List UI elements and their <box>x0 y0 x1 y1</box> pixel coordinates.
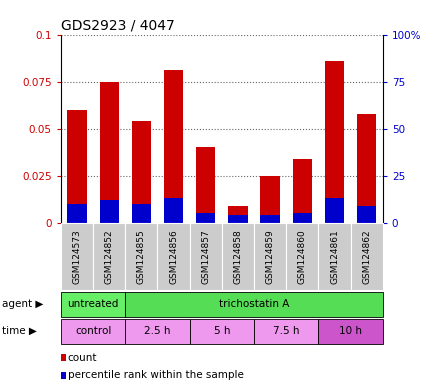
Bar <box>260 215 279 223</box>
Text: GSM124856: GSM124856 <box>169 229 178 284</box>
Bar <box>132 204 151 223</box>
Text: 2.5 h: 2.5 h <box>144 326 170 336</box>
Bar <box>356 114 375 223</box>
Text: GSM124862: GSM124862 <box>362 229 370 284</box>
Bar <box>292 214 311 223</box>
Bar <box>67 110 86 223</box>
Text: untreated: untreated <box>67 299 118 310</box>
Text: 7.5 h: 7.5 h <box>273 326 299 336</box>
Bar <box>164 70 183 223</box>
Text: percentile rank within the sample: percentile rank within the sample <box>67 370 243 380</box>
Bar <box>99 82 118 223</box>
Text: GSM124859: GSM124859 <box>265 229 274 284</box>
Text: GSM124860: GSM124860 <box>297 229 306 284</box>
Text: agent ▶: agent ▶ <box>2 299 43 310</box>
Bar <box>99 200 118 223</box>
Text: GSM124855: GSM124855 <box>137 229 145 284</box>
Text: GSM124858: GSM124858 <box>233 229 242 284</box>
Bar <box>164 198 183 223</box>
Bar <box>228 215 247 223</box>
Bar <box>260 176 279 223</box>
Text: trichostatin A: trichostatin A <box>218 299 289 310</box>
Bar <box>67 204 86 223</box>
Bar <box>324 198 343 223</box>
Text: count: count <box>67 353 97 363</box>
Bar <box>196 214 215 223</box>
Text: GSM124861: GSM124861 <box>329 229 338 284</box>
Bar <box>196 147 215 223</box>
Bar <box>356 206 375 223</box>
Bar <box>324 61 343 223</box>
Bar <box>292 159 311 223</box>
Text: time ▶: time ▶ <box>2 326 37 336</box>
Text: GSM124852: GSM124852 <box>105 229 113 284</box>
Text: 5 h: 5 h <box>213 326 230 336</box>
Bar <box>228 206 247 223</box>
Text: GDS2923 / 4047: GDS2923 / 4047 <box>61 18 174 32</box>
Text: GSM124857: GSM124857 <box>201 229 210 284</box>
Text: control: control <box>75 326 111 336</box>
Bar <box>132 121 151 223</box>
Text: 10 h: 10 h <box>339 326 361 336</box>
Text: GSM124573: GSM124573 <box>72 229 81 284</box>
